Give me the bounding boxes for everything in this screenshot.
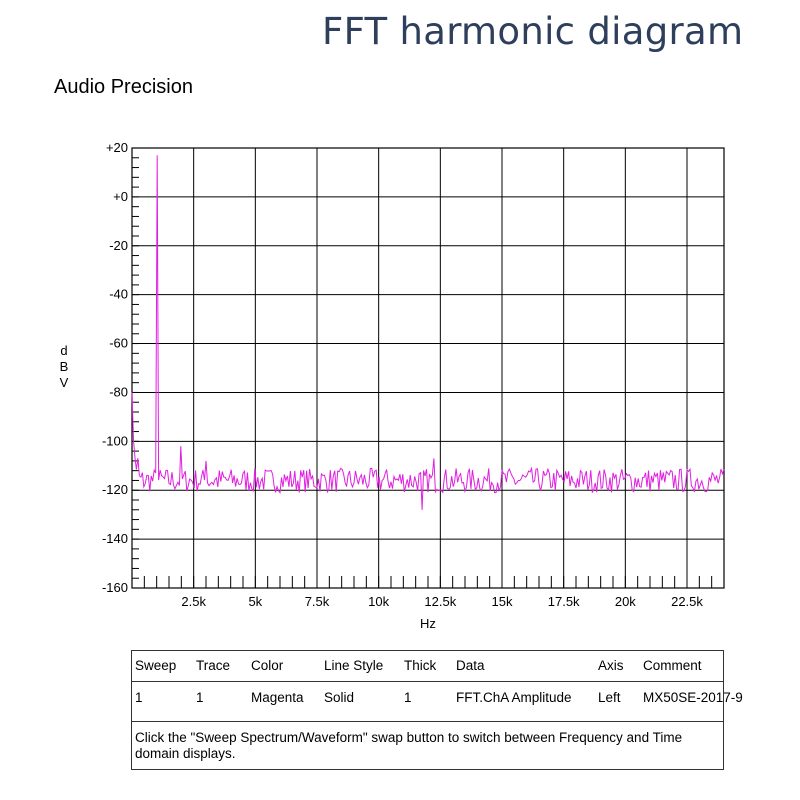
y-tick-label: -100	[102, 433, 128, 448]
fft-trace	[131, 155, 725, 510]
brand-label: Audio Precision	[54, 76, 193, 98]
legend-header-color: Color	[251, 658, 284, 673]
y-tick-label: +0	[113, 189, 128, 204]
legend-cell-linestyle: Solid	[324, 690, 355, 705]
legend-cell-sweep: 1	[135, 690, 143, 705]
x-tick-labels: 2.5k 5k 7.5k 10k 12.5k 15k 17.5k 20k 22.5k	[181, 594, 703, 609]
legend-cell-axis: Left	[598, 690, 621, 705]
y-tick-label: -80	[109, 384, 128, 399]
y-tick-label: -160	[102, 580, 128, 595]
legend-header-trace: Trace	[196, 658, 231, 673]
y-tick-labels: +20 +0 -20 -40 -60 -80 -100 -120 -140 -160	[102, 140, 128, 595]
y-axis-title: dBV	[60, 343, 69, 390]
y-axis-title-letter: B	[60, 359, 69, 374]
y-tick-label: -60	[109, 336, 128, 351]
legend-cell-trace: 1	[196, 690, 204, 705]
y-tick-label: +20	[106, 140, 128, 155]
x-tick-label: 20k	[615, 594, 636, 609]
y-tick-label: -140	[102, 531, 128, 546]
x-tick-label: 15k	[492, 594, 513, 609]
legend-table: Sweep Trace Color Line Style Thick Data …	[131, 650, 743, 770]
page-title: FFT harmonic diagram	[322, 10, 744, 53]
y-tick-label: -20	[109, 238, 128, 253]
x-tick-label: 5k	[248, 594, 262, 609]
legend-header-sweep: Sweep	[135, 658, 177, 673]
legend-cell-thick: 1	[404, 690, 412, 705]
y-axis-title-letter: V	[60, 375, 69, 390]
y-tick-label: -120	[102, 482, 128, 497]
legend-separator	[132, 681, 723, 682]
trace-layer	[131, 155, 725, 510]
grid-lines	[132, 148, 724, 588]
y-axis-title-letter: d	[60, 343, 67, 358]
y-tick-label: -40	[109, 287, 128, 302]
x-tick-label: 7.5k	[305, 594, 330, 609]
legend-grid: Sweep Trace Color Line Style Thick Data …	[132, 651, 743, 722]
legend-header-axis: Axis	[598, 658, 624, 673]
legend-header-data: Data	[456, 658, 485, 673]
x-tick-label: 12.5k	[424, 594, 456, 609]
plot-area	[131, 147, 725, 589]
x-tick-label: 10k	[368, 594, 389, 609]
legend-note: Click the "Sweep Spectrum/Waveform" swap…	[135, 730, 683, 761]
legend-cell-color: Magenta	[251, 690, 304, 705]
legend-cell-data: FFT.ChA Amplitude	[456, 690, 572, 705]
fft-chart: +20 +0 -20 -40 -60 -80 -100 -120 -140 -160 2.5k 5k…	[60, 140, 725, 631]
x-tick-label: 22.5k	[671, 594, 703, 609]
x-axis-title: Hz	[420, 616, 436, 631]
legend-header-comment: Comment	[643, 658, 702, 673]
legend-cell-comment: MX50SE-2017-9	[643, 690, 743, 705]
x-tick-label: 2.5k	[181, 594, 206, 609]
x-tick-label: 17.5k	[548, 594, 580, 609]
legend-header-thick: Thick	[404, 658, 437, 673]
legend-header-linestyle: Line Style	[324, 658, 384, 673]
